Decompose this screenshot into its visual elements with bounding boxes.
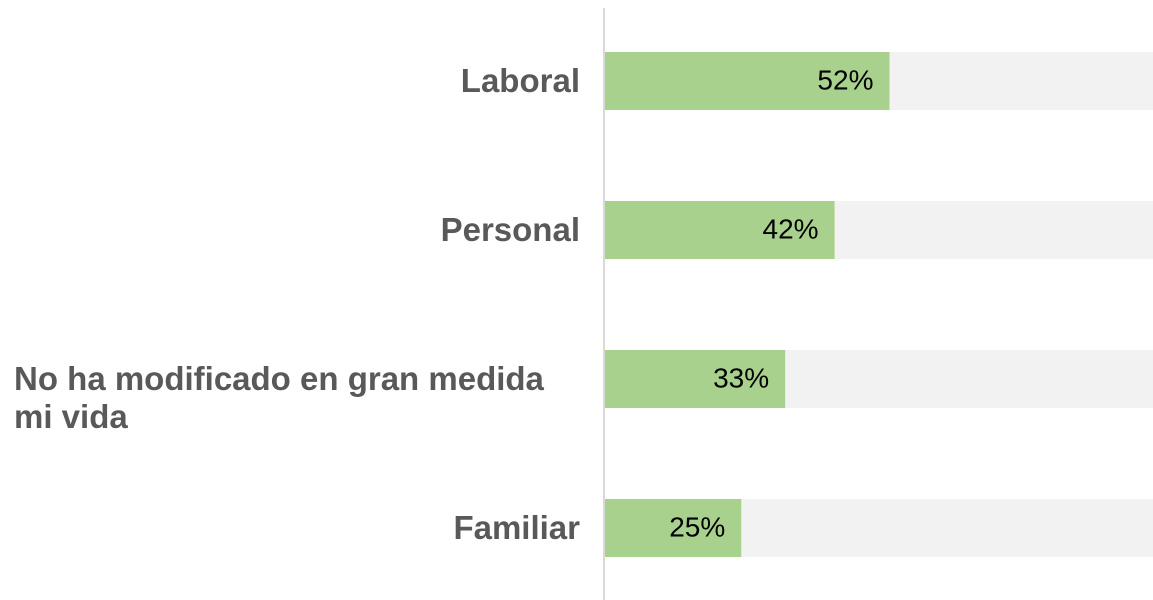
value-label: 33% xyxy=(713,362,769,393)
category-label: Personal xyxy=(440,211,580,248)
value-label: 52% xyxy=(817,64,873,95)
value-label: 25% xyxy=(669,511,725,542)
category-label: Familiar xyxy=(453,509,580,546)
category-label-box: Familiar xyxy=(14,483,580,573)
bar xyxy=(604,52,890,110)
bar xyxy=(604,201,835,259)
category-label-box: No ha modificado en gran medida mi vida xyxy=(14,353,580,443)
category-label-box: Laboral xyxy=(14,36,580,126)
bar xyxy=(604,350,786,408)
value-label: 42% xyxy=(763,213,819,244)
bar xyxy=(604,499,742,557)
category-label: No ha modificado en gran medida mi vida xyxy=(14,360,544,435)
category-label: Laboral xyxy=(460,62,580,99)
category-label-box: Personal xyxy=(14,185,580,275)
